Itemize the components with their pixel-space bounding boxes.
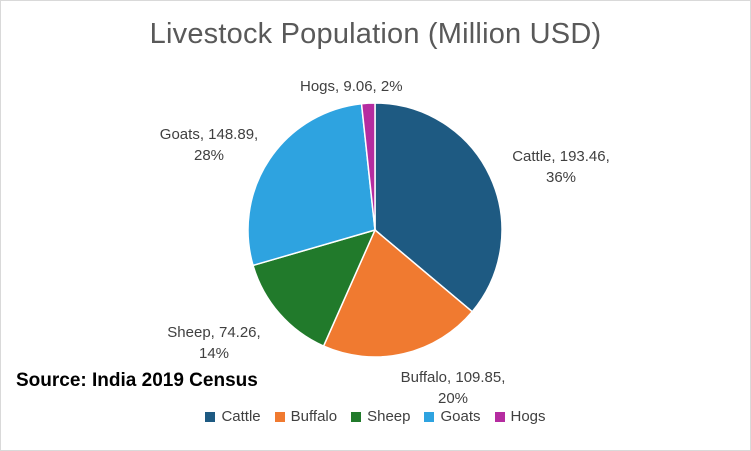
chart-legend: Cattle Buffalo Sheep Goats Hogs <box>0 408 751 425</box>
legend-item-hogs: Hogs <box>494 408 546 425</box>
data-label-buffalo-line1: Buffalo, 109.85, <box>400 369 506 386</box>
data-label-hogs-text: Hogs, 9.06, 2% <box>300 78 403 95</box>
legend-item-buffalo: Buffalo <box>274 408 338 425</box>
pie-slice-cattle <box>374 102 503 313</box>
legend-item-cattle: Cattle <box>205 408 261 425</box>
pie-slice-buffalo <box>322 228 474 358</box>
pie-slice-sheep <box>252 228 377 348</box>
data-label-cattle-line1: Cattle, 193.46, <box>512 148 610 165</box>
legend-label-buffalo: Buffalo <box>290 408 338 425</box>
data-label-hogs: Hogs, 9.06, 2% <box>300 76 403 97</box>
data-label-buffalo-line2: 20% <box>437 390 469 407</box>
legend-swatch-cattle <box>205 411 216 422</box>
legend-item-goats: Goats <box>424 408 481 425</box>
legend-label-cattle: Cattle <box>221 408 261 425</box>
data-label-cattle-line2: 36% <box>545 169 577 186</box>
legend-swatch-buffalo <box>274 411 285 422</box>
pie-slice-goats <box>247 102 376 267</box>
data-label-sheep: Sheep, 74.26, 14% <box>144 322 284 364</box>
legend-label-hogs: Hogs <box>510 408 546 425</box>
legend-label-goats: Goats <box>440 408 481 425</box>
legend-swatch-hogs <box>494 411 505 422</box>
pie-slice-hogs <box>360 102 376 231</box>
legend-swatch-goats <box>424 411 435 422</box>
chart-title: Livestock Population (Million USD) <box>149 18 602 50</box>
legend-swatch-sheep <box>351 411 362 422</box>
data-label-goats-line1: Goats, 148.89, <box>159 126 259 143</box>
data-label-sheep-line2: 14% <box>198 345 230 362</box>
data-label-goats-line2: 28% <box>193 147 225 164</box>
source-note: Source: India 2019 Census <box>16 370 258 391</box>
data-label-sheep-line1: Sheep, 74.26, <box>167 324 261 341</box>
legend-item-sheep: Sheep <box>351 408 410 425</box>
data-label-buffalo: Buffalo, 109.85, 20% <box>378 367 528 409</box>
legend-label-sheep: Sheep <box>367 408 411 425</box>
data-label-cattle: Cattle, 193.46, 36% <box>486 146 636 188</box>
data-label-goats: Goats, 148.89, 28% <box>134 124 284 166</box>
